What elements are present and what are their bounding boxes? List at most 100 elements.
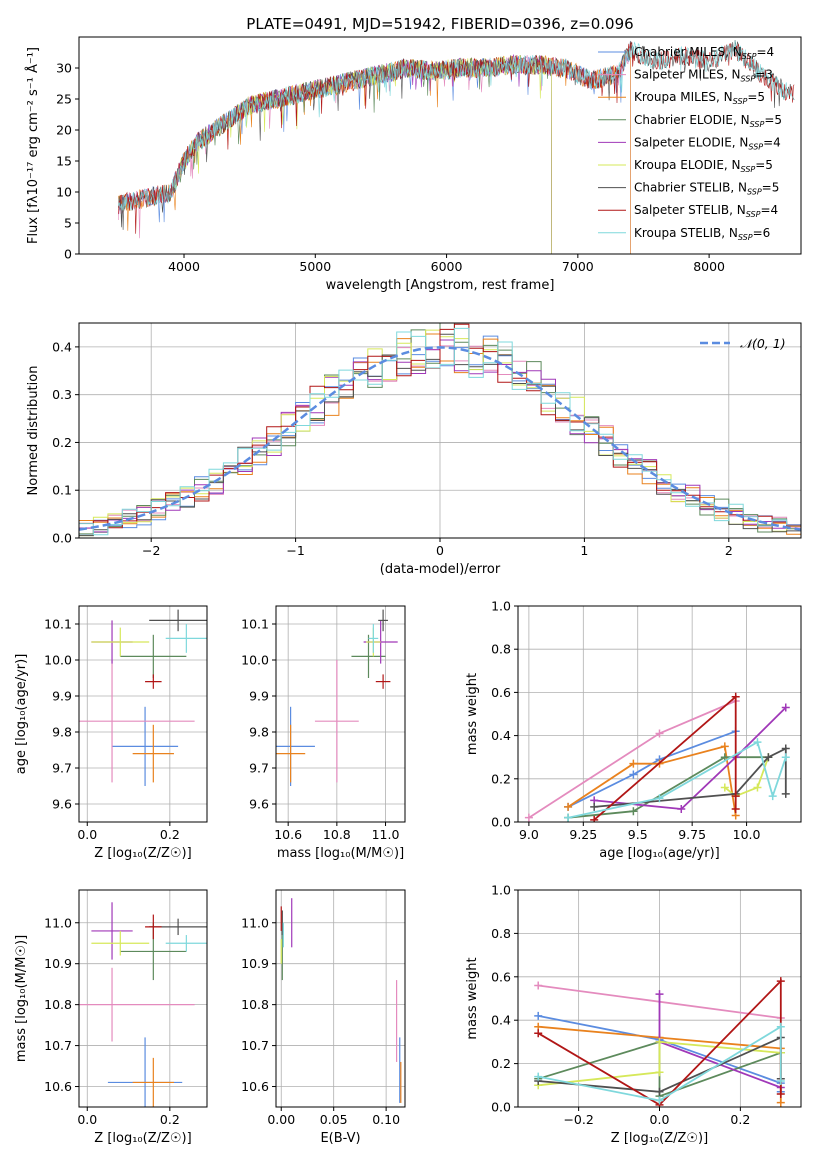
residual-histogram: [79, 327, 801, 536]
mass-vs-ebv-panel: 0.00 0.05 0.10 10.6 10.7 10.8 10.9 11.0 E(B-V): [241, 889, 406, 1146]
weight-marker: [590, 802, 599, 811]
weight-marker: [534, 981, 543, 990]
y-tick-label: 10.9: [44, 956, 72, 971]
weight-marker: [781, 789, 790, 798]
axes-frame: [275, 605, 406, 823]
x-tick-label: 10.6: [274, 827, 302, 842]
y-tick-label: 0.2: [52, 435, 72, 450]
y-tick-label: 0.0: [491, 1100, 511, 1115]
weight-marker: [776, 1076, 785, 1085]
weight-marker: [776, 977, 785, 986]
weight-line: [724, 756, 770, 798]
plot-area: [534, 977, 785, 1107]
weight-line: [538, 1025, 782, 1102]
legend-label: Kroupa MILES, NSSP=5: [634, 90, 765, 106]
weight-marker: [590, 815, 599, 822]
y-tick-label: 0.0: [52, 531, 72, 546]
axes-frame: [78, 889, 208, 1108]
spectrum-line: [118, 40, 795, 211]
y-axis-label: mass weight: [465, 957, 480, 1039]
weight-marker: [655, 1096, 664, 1105]
age-vs-metallicity-panel: 0.0 0.2 9.6 9.7 9.8 9.9 10.0 10.1 Z [log₁₀(Z/Z☉)…: [14, 605, 208, 861]
y-tick-label: 9.6: [52, 797, 72, 812]
y-tick-label: 0.6: [491, 969, 511, 984]
y-tick-label: 10: [56, 185, 72, 200]
plot-area: [524, 692, 790, 822]
y-tick-label: 20: [56, 123, 72, 138]
x-tick-label: 0: [436, 543, 444, 558]
weight-marker: [564, 813, 573, 822]
plot-area: [118, 39, 795, 254]
legend-label: 𝒩(0, 1): [740, 336, 786, 351]
legend-label: Chabrier ELODIE, NSSP=5: [634, 113, 782, 129]
y-tick-label: 5: [64, 216, 72, 231]
y-tick-label: 1.0: [491, 599, 511, 614]
weight-marker: [731, 692, 740, 701]
spectrum-panel: 4000 5000 6000 7000 8000 0 5 10 15 20 25 30 waveleng…: [25, 36, 802, 293]
y-tick-label: 9.7: [249, 761, 269, 776]
plot-area: [79, 323, 801, 537]
weight-marker: [781, 744, 790, 753]
x-tick-label: 11.0: [372, 827, 400, 842]
y-tick-label: 11.0: [241, 915, 269, 930]
weight-marker: [764, 753, 773, 762]
y-tick-label: 0.8: [491, 926, 511, 941]
plot-area: [79, 609, 207, 786]
y-tick-label: 11.0: [44, 915, 72, 930]
weight-marker: [534, 1072, 543, 1081]
y-tick-label: 9.6: [249, 797, 269, 812]
y-tick-label: 30: [56, 61, 72, 76]
y-tick-label: 0.3: [52, 387, 72, 402]
weight-marker: [655, 794, 664, 803]
weight-line: [538, 1040, 781, 1087]
axes-frame: [517, 605, 802, 823]
weight-marker: [731, 805, 740, 814]
y-axis-label: mass weight: [465, 673, 480, 755]
mass-vs-metallicity-panel: 0.0 0.2 10.6 10.7 10.8 10.9 11.0 Z [log₁₀(Z/Z☉)…: [14, 889, 208, 1146]
x-tick-label: −0.2: [563, 1112, 593, 1127]
x-tick-label: 9.25: [569, 827, 597, 842]
weight-marker: [776, 1089, 785, 1098]
x-tick-label: 7000: [562, 259, 594, 274]
x-tick-label: 0.0: [77, 827, 97, 842]
age-vs-mass-panel: 10.6 10.8 11.0 9.6 9.7 9.8 9.9 10.0 10.1 mass [lo…: [241, 605, 406, 861]
gaussian-curve: [79, 346, 801, 531]
y-tick-label: 9.9: [52, 689, 72, 704]
y-tick-label: 0.0: [491, 815, 511, 830]
x-tick-label: 10.0: [733, 827, 761, 842]
weight-marker: [524, 813, 533, 822]
y-tick-label: 10.6: [44, 1079, 72, 1094]
x-tick-label: 0.0: [77, 1112, 97, 1127]
legend-label: Salpeter ELODIE, NSSP=4: [634, 135, 781, 151]
x-tick-label: 10.8: [323, 827, 351, 842]
x-tick-label: 9.75: [678, 827, 706, 842]
x-tick-label: 0.2: [160, 827, 180, 842]
y-tick-label: 9.8: [52, 725, 72, 740]
x-tick-label: 5000: [299, 259, 331, 274]
weight-marker: [731, 792, 740, 801]
y-tick-label: 10.0: [241, 653, 269, 668]
x-tick-label: 0.2: [160, 1112, 180, 1127]
y-tick-label: 0: [64, 247, 72, 262]
y-tick-label: 9.7: [52, 761, 72, 776]
x-axis-label: age [log₁₀(age/yr)]: [599, 846, 720, 861]
legend-label: Salpeter STELIB, NSSP=4: [634, 203, 778, 219]
x-tick-label: 9.5: [628, 827, 648, 842]
x-tick-label: −2: [142, 543, 160, 558]
weight-marker: [534, 1011, 543, 1020]
y-axis-label: Normed distribution: [26, 366, 41, 496]
x-axis-label: Z [log₁₀(Z/Z☉)]: [94, 1131, 191, 1146]
weight-line: [528, 700, 737, 819]
residuals-panel: −2 −1 0 1 2 0.0 0.1 0.2 0.3 0.4 (data-model)/error…: [26, 322, 802, 577]
x-axis-label: Z [log₁₀(Z/Z☉)]: [611, 1131, 708, 1146]
y-axis-label: mass [log₁₀(M/M☉)]: [14, 935, 29, 1062]
x-tick-label: 4000: [168, 259, 200, 274]
weight-marker: [655, 729, 664, 738]
x-axis-label: mass [log₁₀(M/M☉)]: [277, 846, 404, 861]
y-tick-label: 10.1: [241, 617, 269, 632]
weight-marker: [776, 1022, 785, 1031]
weight-line: [594, 706, 787, 810]
plot-area: [79, 902, 207, 1107]
x-tick-label: 0.05: [320, 1112, 348, 1127]
weight-marker: [720, 783, 729, 792]
